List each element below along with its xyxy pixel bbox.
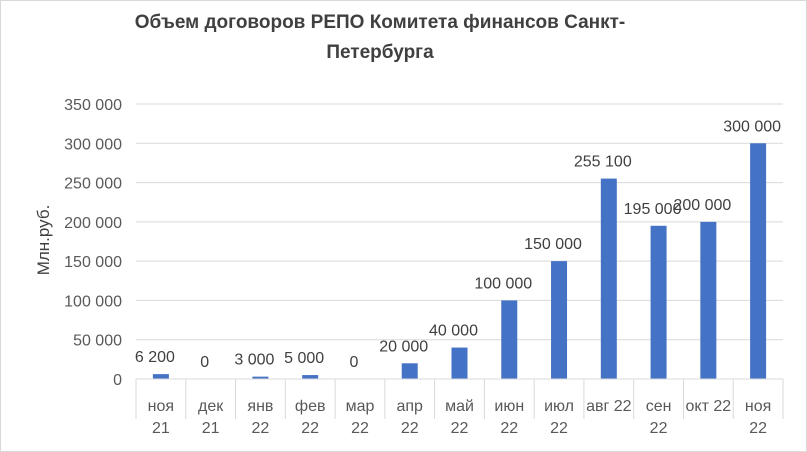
data-label: 0 xyxy=(350,354,359,371)
x-tick-label: 21 xyxy=(152,420,170,437)
data-label: 195 000 xyxy=(624,201,682,218)
bar xyxy=(451,347,468,379)
bar xyxy=(401,363,418,379)
bar xyxy=(750,143,767,379)
x-tick-label: май xyxy=(445,398,474,415)
data-label: 20 000 xyxy=(379,338,428,355)
data-label: 255 100 xyxy=(574,154,632,171)
bar xyxy=(551,261,568,379)
y-tick-label: 100 000 xyxy=(64,293,122,310)
bar xyxy=(252,376,269,379)
bar xyxy=(700,221,717,379)
y-tick-label: 0 xyxy=(113,372,122,389)
x-tick-label: авг 22 xyxy=(586,398,632,415)
x-tick-label: ноя xyxy=(745,398,771,415)
data-label: 200 000 xyxy=(673,197,731,214)
x-tick-label: 22 xyxy=(749,420,767,437)
data-label: 150 000 xyxy=(524,236,582,253)
x-tick-label: фев xyxy=(295,398,326,415)
data-label: 300 000 xyxy=(723,118,781,135)
y-tick-label: 300 000 xyxy=(64,136,122,153)
x-tick-label: 21 xyxy=(202,420,220,437)
x-tick-label: мар xyxy=(346,398,375,415)
y-tick-label: 50 000 xyxy=(73,333,122,350)
x-tick-label: 22 xyxy=(451,420,469,437)
chart-title: Объем договоров РЕПО Комитета финансов С… xyxy=(134,12,626,63)
data-label: 0 xyxy=(200,354,209,371)
x-tick-label: ноя xyxy=(148,398,174,415)
data-label: 100 000 xyxy=(474,275,532,292)
x-tick-label: сен xyxy=(646,398,672,415)
data-label: 3 000 xyxy=(234,352,274,369)
x-tick-label: июл xyxy=(544,398,574,415)
x-tick-label: 22 xyxy=(500,420,518,437)
x-tick-label: дек xyxy=(198,398,224,415)
x-tick-label: янв xyxy=(247,398,273,415)
x-tick-label: 22 xyxy=(252,420,270,437)
x-tick-label: 22 xyxy=(301,420,319,437)
y-tick-label: 200 000 xyxy=(64,215,122,232)
x-tick-label: окт 22 xyxy=(686,398,732,415)
x-tick-label: 22 xyxy=(550,420,568,437)
bar xyxy=(501,300,518,379)
x-tick-label: апр xyxy=(396,398,423,415)
y-tick-label: 350 000 xyxy=(64,97,122,114)
data-label: 6 200 xyxy=(135,349,175,366)
bar xyxy=(302,375,319,379)
y-tick-label: 250 000 xyxy=(64,176,122,193)
bar xyxy=(650,225,667,379)
y-tick-label: 150 000 xyxy=(64,254,122,271)
data-label: 5 000 xyxy=(284,350,324,367)
bar xyxy=(600,178,617,379)
bar xyxy=(152,374,169,379)
x-tick-label: 22 xyxy=(650,420,668,437)
x-tick-label: июн xyxy=(494,398,524,415)
x-tick-label: 22 xyxy=(401,420,419,437)
data-label: 40 000 xyxy=(429,323,478,340)
x-tick-label: 22 xyxy=(351,420,369,437)
